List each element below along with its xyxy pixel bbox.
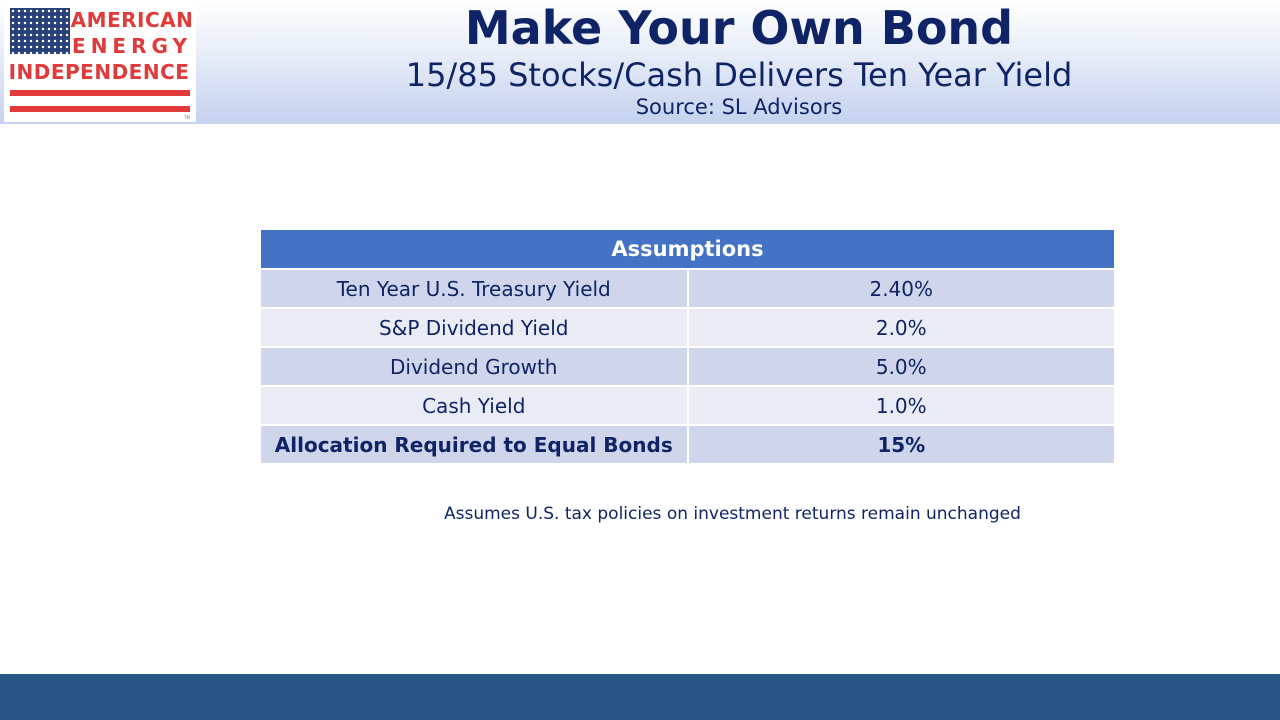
row-value: 2.0% (687, 307, 1114, 347)
slide-header: AMERICAN ENERGY INDEPENDENCE TM Make You… (0, 0, 1280, 124)
row-label: Dividend Growth (261, 346, 689, 386)
row-value: 2.40% (687, 268, 1114, 308)
row-label: Allocation Required to Equal Bonds (261, 424, 689, 463)
trademark-mark: TM (184, 115, 190, 120)
logo-word-energy: ENERGY (72, 34, 192, 58)
footnote: Assumes U.S. tax policies on investment … (444, 504, 1021, 524)
logo-word-independence: INDEPENDENCE (8, 60, 190, 84)
source-caption: Source: SL Advisors (635, 95, 843, 119)
logo-word-american: AMERICAN (70, 8, 194, 32)
table-heading: Assumptions (261, 230, 1114, 270)
assumptions-table: Assumptions Ten Year U.S. Treasury Yield… (261, 230, 1114, 463)
table-row: S&P Dividend Yield 2.0% (261, 307, 1114, 347)
row-label: S&P Dividend Yield (261, 307, 689, 347)
row-label: Ten Year U.S. Treasury Yield (261, 268, 689, 308)
table-header-row: Assumptions (261, 230, 1114, 270)
table-row: Dividend Growth 5.0% (261, 346, 1114, 386)
table-row: Cash Yield 1.0% (261, 385, 1114, 425)
footer-bar (0, 674, 1280, 720)
flag-stripe-icon (10, 90, 190, 96)
flag-stars-icon (10, 8, 70, 54)
table-row: Ten Year U.S. Treasury Yield 2.40% (261, 268, 1114, 308)
page-title: Make Your Own Bond (464, 1, 1014, 55)
row-label: Cash Yield (261, 385, 689, 425)
flag-stripe-icon (10, 106, 190, 112)
table-row-total: Allocation Required to Equal Bonds 15% (261, 424, 1114, 463)
row-value: 1.0% (687, 385, 1114, 425)
page-subtitle: 15/85 Stocks/Cash Delivers Ten Year Yiel… (405, 56, 1073, 94)
american-energy-independence-logo: AMERICAN ENERGY INDEPENDENCE TM (4, 2, 196, 122)
row-value: 5.0% (687, 346, 1114, 386)
row-value: 15% (687, 424, 1114, 463)
